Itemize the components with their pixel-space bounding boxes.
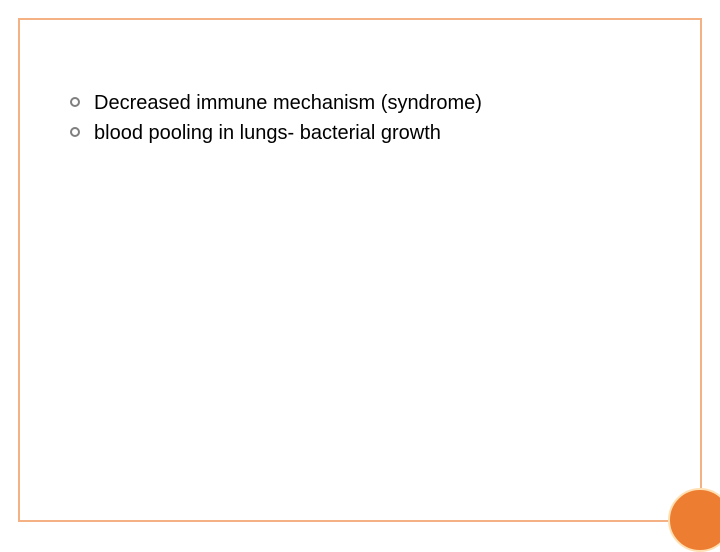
- slide: Decreased immune mechanism (syndrome) bl…: [0, 0, 720, 540]
- list-item: Decreased immune mechanism (syndrome): [70, 90, 660, 116]
- content-area: Decreased immune mechanism (syndrome) bl…: [70, 90, 660, 150]
- list-item: blood pooling in lungs- bacterial growth: [70, 120, 660, 146]
- bullet-icon: [70, 97, 80, 107]
- bullet-text: blood pooling in lungs- bacterial growth: [94, 120, 441, 146]
- bullet-text: Decreased immune mechanism (syndrome): [94, 90, 482, 116]
- decorative-circle-icon: [668, 488, 720, 552]
- bullet-icon: [70, 127, 80, 137]
